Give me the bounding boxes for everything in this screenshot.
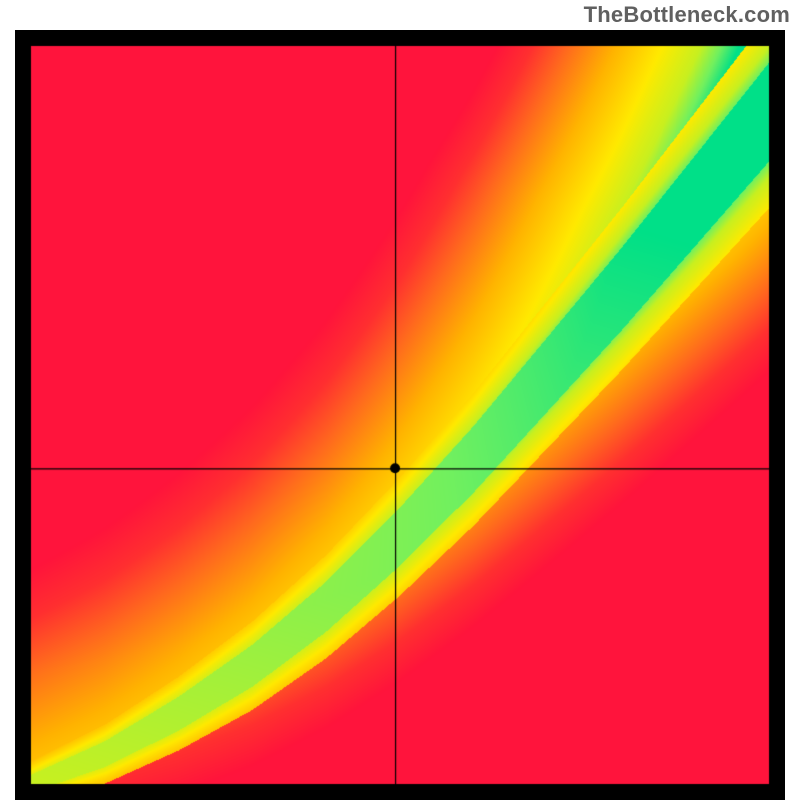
watermark-label: TheBottleneck.com <box>584 2 790 28</box>
chart-container: TheBottleneck.com <box>0 0 800 800</box>
heatmap-plot <box>15 30 785 800</box>
heatmap-canvas <box>15 30 785 800</box>
